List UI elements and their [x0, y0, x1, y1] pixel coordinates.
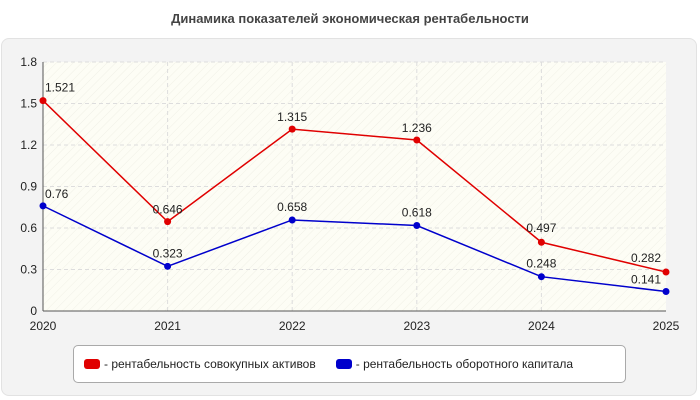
- data-label: 0.658: [277, 200, 307, 214]
- series-layer: [39, 97, 670, 295]
- data-label: 0.141: [631, 272, 661, 286]
- legend: - рентабельность совокупных активов - ре…: [73, 345, 626, 383]
- x-tick-label: 2021: [154, 319, 181, 333]
- data-point[interactable]: [662, 287, 670, 295]
- legend-swatch-working-capital: [335, 359, 352, 369]
- data-point[interactable]: [288, 125, 296, 133]
- data-label: 0.497: [526, 221, 556, 235]
- x-tick-label: 2024: [528, 319, 555, 333]
- legend-label-working-capital: - рентабельность оборотного капитала: [355, 357, 574, 371]
- data-point[interactable]: [39, 97, 47, 105]
- x-tick-label: 2023: [403, 319, 430, 333]
- y-tick-label: 1.5: [20, 97, 37, 111]
- data-label: 0.282: [631, 251, 661, 265]
- y-tick-label: 1.2: [20, 138, 37, 152]
- data-label: 1.521: [45, 81, 75, 95]
- data-point[interactable]: [413, 136, 421, 144]
- y-tick-label: 1.8: [20, 55, 37, 69]
- x-tick-label: 2025: [653, 319, 680, 333]
- data-point[interactable]: [413, 222, 421, 230]
- legend-label-assets: - рентабельность совокупных активов: [104, 357, 316, 371]
- y-tick-label: 0: [30, 304, 37, 318]
- legend-item-assets[interactable]: - рентабельность совокупных активов: [84, 357, 316, 371]
- y-tick-label: 0.9: [20, 180, 37, 194]
- y-tick-label: 0.6: [20, 221, 37, 235]
- legend-swatch-assets: [84, 359, 100, 369]
- data-label: 0.248: [526, 257, 556, 271]
- series-line-0: [42, 100, 667, 273]
- axes: 0 0.3 0.6 0.9 1.2 1.5 1.8 2020 2021 2022 2023 2024 2…: [20, 55, 679, 333]
- series-line-1: [42, 205, 667, 293]
- data-point[interactable]: [288, 216, 296, 224]
- legend-item-working-capital[interactable]: - рентабельность оборотного капитала: [335, 357, 574, 371]
- data-label: 0.323: [153, 246, 183, 260]
- x-tick-label: 2022: [279, 319, 306, 333]
- data-labels: 1.521 0.646 1.315 1.236 0.497 0.282 0.76 0.323 0…: [45, 81, 661, 287]
- data-point[interactable]: [662, 268, 670, 276]
- data-label: 0.76: [45, 187, 69, 201]
- x-tick-label: 2020: [30, 319, 57, 333]
- data-label: 1.236: [402, 121, 432, 135]
- data-point[interactable]: [537, 273, 545, 281]
- data-point[interactable]: [164, 218, 172, 226]
- data-point[interactable]: [537, 238, 545, 246]
- data-label: 0.646: [153, 203, 183, 217]
- data-label: 1.315: [277, 110, 307, 124]
- data-point[interactable]: [164, 262, 172, 270]
- chart-title: Динамика показателей экономическая рента…: [171, 11, 529, 26]
- grid-lines: [43, 61, 666, 311]
- data-point[interactable]: [39, 202, 47, 210]
- data-label: 0.618: [402, 206, 432, 220]
- y-tick-label: 0.3: [20, 263, 37, 277]
